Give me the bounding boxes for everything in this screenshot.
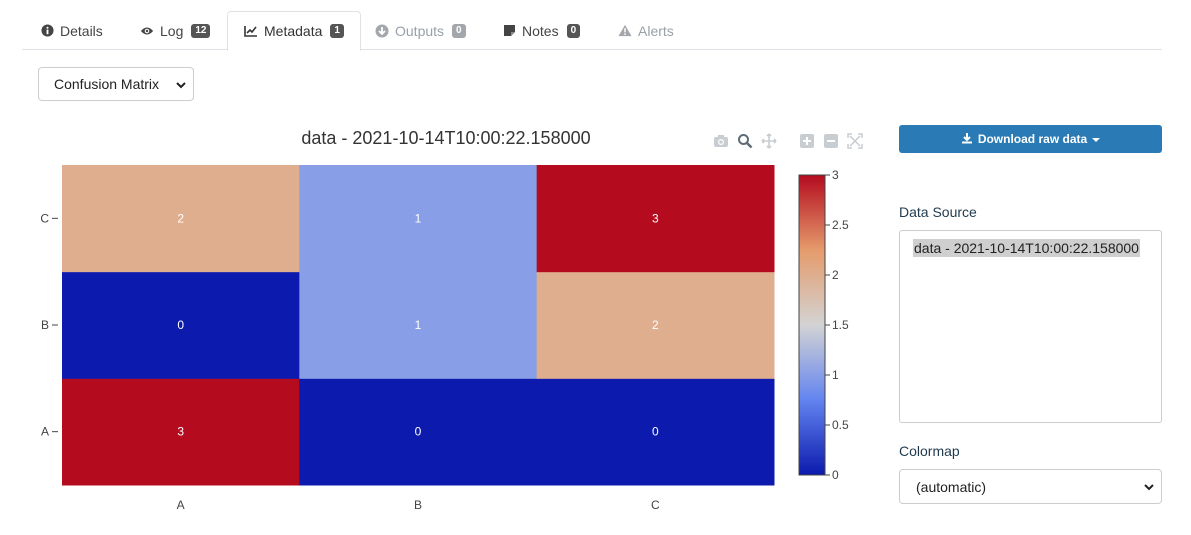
tab-label: Outputs: [395, 22, 445, 39]
sticky-note-icon: [502, 24, 516, 38]
colorbar-tick-label: 2.5: [832, 218, 849, 232]
x-tick-label: A: [177, 498, 185, 512]
download-circle-icon: [375, 24, 389, 38]
colormap-label: Colormap: [899, 443, 960, 459]
tab-label: Log: [160, 22, 184, 39]
colorbar-tick-label: 3: [832, 168, 839, 182]
pan-icon[interactable]: [760, 132, 778, 150]
tab-bar: Details Log 12 Metadata 1 Outputs 0 Notes 0 Alert…: [22, 11, 1162, 51]
tab-label: Notes: [522, 22, 559, 39]
colormap-value: (automatic): [916, 478, 987, 495]
tab-log[interactable]: Log 12: [124, 11, 226, 50]
count-badge: 1: [330, 24, 344, 38]
tab-notes[interactable]: Notes 0: [486, 11, 596, 50]
zoom-out-icon[interactable]: [822, 132, 840, 150]
y-tick-label: C: [40, 211, 49, 225]
colormap-select[interactable]: (automatic): [899, 469, 1162, 504]
zoom-in-icon[interactable]: [798, 132, 816, 150]
data-source-label: Data Source: [899, 204, 977, 220]
download-button-label: Download raw data: [977, 132, 1088, 146]
x-tick-label: B: [414, 498, 422, 512]
cell-value-label: 0: [177, 318, 184, 332]
chart-title: data - 2021-10-14T10:00:22.158000: [301, 128, 590, 148]
tab-label: Alerts: [638, 22, 674, 39]
colorbar-tick-label: 1: [832, 368, 839, 382]
heatmap-cell: [299, 271, 538, 379]
count-badge: 12: [191, 23, 211, 38]
warning-icon: [618, 24, 632, 38]
tab-label: Metadata: [264, 23, 323, 39]
heatmap-cell: [299, 165, 538, 273]
download-icon: [961, 132, 973, 147]
chart-line-icon: [244, 24, 258, 38]
download-raw-data-button[interactable]: Download raw data: [899, 125, 1162, 153]
count-badge: 0: [452, 23, 466, 38]
eye-icon: [140, 24, 154, 38]
data-source-list[interactable]: data - 2021-10-14T10:00:22.158000: [899, 230, 1162, 423]
plot-type-value: Confusion Matrix: [54, 76, 160, 92]
tab-outputs: Outputs 0: [359, 11, 482, 50]
cell-value-label: 0: [652, 425, 659, 439]
cell-value-label: 3: [177, 425, 184, 439]
cell-value-label: 1: [415, 318, 422, 332]
chevron-down-icon: [1143, 480, 1155, 496]
count-badge: 0: [566, 23, 581, 38]
heatmap-cell: [62, 378, 300, 486]
heatmap-cell: [62, 165, 300, 273]
y-tick-label: B: [41, 318, 49, 332]
plot-type-select[interactable]: Confusion Matrix: [38, 67, 194, 101]
cell-value-label: 2: [652, 318, 659, 332]
tab-alerts: Alerts: [602, 11, 690, 50]
colorbar: [798, 174, 826, 476]
heatmap-cell: [536, 165, 775, 273]
tab-label: Details: [60, 22, 103, 39]
data-source-item[interactable]: data - 2021-10-14T10:00:22.158000: [913, 239, 1140, 257]
heatmap-cell: [536, 378, 775, 486]
cell-value-label: 2: [177, 211, 184, 225]
heatmap-cell: [536, 271, 775, 379]
autoscale-icon[interactable]: [846, 132, 864, 150]
info-circle-icon: [40, 24, 54, 38]
cell-value-label: 3: [652, 211, 659, 225]
plot-modebar: [712, 132, 864, 150]
cell-value-label: 0: [415, 425, 422, 439]
colorbar-tick-label: 2: [832, 268, 839, 282]
cell-value-label: 1: [415, 211, 422, 225]
tab-details[interactable]: Details: [24, 11, 119, 50]
zoom-icon[interactable]: [736, 132, 754, 150]
colorbar-tick-label: 0.5: [832, 418, 849, 432]
tab-metadata[interactable]: Metadata 1: [227, 11, 361, 51]
caret-down-icon: [1092, 132, 1101, 146]
y-tick-label: A: [41, 425, 49, 439]
colorbar-tick-label: 1.5: [832, 318, 849, 332]
camera-icon[interactable]: [712, 132, 730, 150]
chevron-down-icon: [175, 78, 187, 94]
confusion-matrix-heatmap: data - 2021-10-14T10:00:22.158000 3 0 0 0 1 2 2…: [40, 128, 849, 512]
heatmap-cell: [299, 378, 538, 486]
heatmap-cell: [62, 271, 300, 379]
colorbar-tick-label: 0: [832, 468, 839, 482]
x-tick-label: C: [651, 498, 660, 512]
